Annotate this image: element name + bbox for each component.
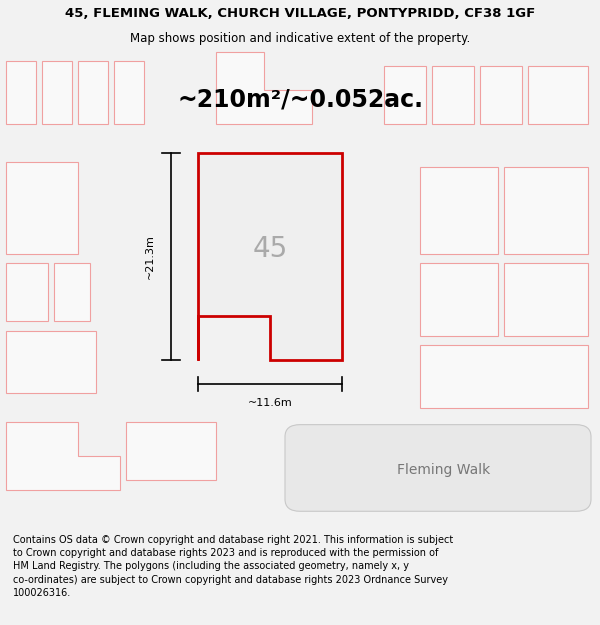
Polygon shape [126,422,216,480]
Text: 45: 45 [253,235,287,263]
Polygon shape [6,422,120,489]
Polygon shape [420,167,498,254]
Polygon shape [42,61,72,124]
Polygon shape [54,264,90,321]
Polygon shape [384,66,426,124]
Polygon shape [480,66,522,124]
Polygon shape [216,52,312,124]
Polygon shape [504,167,588,254]
Polygon shape [6,264,48,321]
Polygon shape [78,61,108,124]
Polygon shape [6,61,36,124]
Polygon shape [6,162,78,254]
Polygon shape [420,345,588,408]
Text: 45, FLEMING WALK, CHURCH VILLAGE, PONTYPRIDD, CF38 1GF: 45, FLEMING WALK, CHURCH VILLAGE, PONTYP… [65,7,535,19]
Polygon shape [420,264,498,336]
Polygon shape [504,264,588,336]
Polygon shape [114,61,144,124]
Polygon shape [432,66,474,124]
Polygon shape [528,66,588,124]
Text: Map shows position and indicative extent of the property.: Map shows position and indicative extent… [130,32,470,45]
FancyBboxPatch shape [285,424,591,511]
Polygon shape [6,331,96,393]
Text: ~210m²/~0.052ac.: ~210m²/~0.052ac. [177,88,423,112]
Text: ~21.3m: ~21.3m [145,234,155,279]
Text: Fleming Walk: Fleming Walk [397,463,491,478]
Text: ~11.6m: ~11.6m [248,398,292,408]
Text: Contains OS data © Crown copyright and database right 2021. This information is : Contains OS data © Crown copyright and d… [13,535,454,598]
Polygon shape [198,152,342,359]
